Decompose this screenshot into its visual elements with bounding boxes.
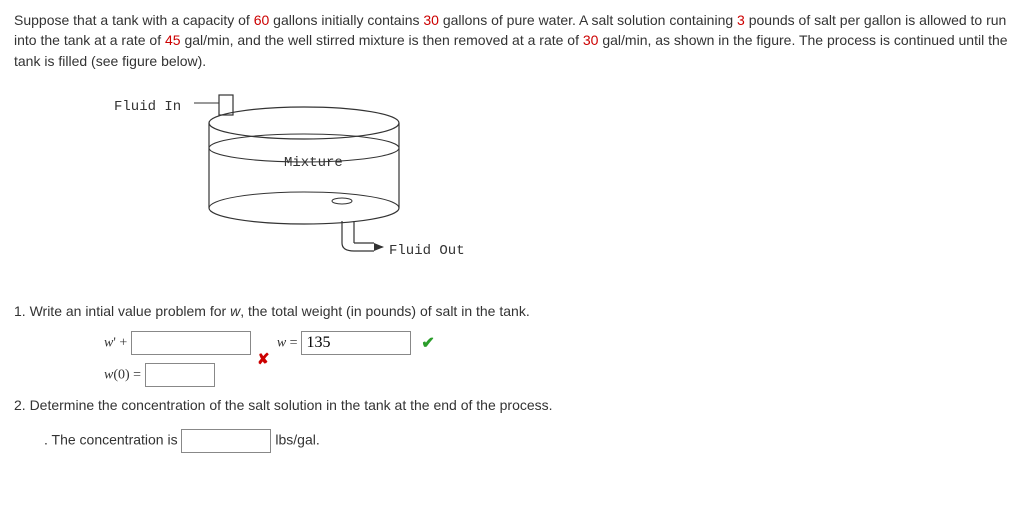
q1-input-rhs[interactable]	[301, 331, 411, 355]
label-fluid-out: Fluid Out	[389, 241, 465, 261]
value-salt-per-gal: 3	[737, 12, 745, 28]
q1-input-coeff[interactable]	[131, 331, 251, 355]
label-fluid-in: Fluid In	[114, 97, 181, 117]
q1-ic-line: w(0) =	[104, 363, 1010, 387]
q1-ic-tail: (0) =	[113, 368, 141, 383]
q1-input-ic[interactable]	[145, 363, 215, 387]
value-capacity: 60	[254, 12, 270, 28]
q1-equation-line: w' + ✘ w = ✔	[104, 331, 1010, 355]
text-part-0: Suppose that a tank with a capacity of	[14, 12, 254, 28]
q2-prefix: . The concentration is	[44, 432, 181, 448]
q1-lhs-var: w	[104, 336, 113, 351]
q1-heading-var: w	[230, 303, 240, 319]
label-mixture: Mixture	[284, 153, 343, 173]
q2-answer-line: . The concentration is lbs/gal.	[44, 429, 1010, 453]
q1-heading-text: 1. Write an intial value problem for	[14, 303, 230, 319]
text-part-4: gal/min, and the well stirred mixture is…	[181, 32, 583, 48]
q1-lhs-prime: ' +	[113, 336, 127, 351]
value-rate-in: 45	[165, 32, 181, 48]
text-part-2: gallons of pure water. A salt solution c…	[439, 12, 737, 28]
q2-unit: lbs/gal.	[275, 432, 319, 448]
q2-heading: 2. Determine the concentration of the sa…	[14, 395, 1010, 415]
q1-ic-var: w	[104, 368, 113, 383]
q1-heading-tail: , the total weight (in pounds) of salt i…	[240, 303, 530, 319]
problem-statement: Suppose that a tank with a capacity of 6…	[14, 10, 1010, 71]
q1-eq-tail: =	[286, 336, 297, 351]
wrong-mark-icon: ✘	[257, 349, 270, 371]
q1-heading: 1. Write an intial value problem for w, …	[14, 301, 1010, 321]
value-rate-out: 30	[583, 32, 599, 48]
q1-eq-var: w	[277, 336, 286, 351]
text-part-1: gallons initially contains	[269, 12, 423, 28]
tank-figure: Fluid In Mixture Fluid Out	[114, 93, 554, 273]
value-initial: 30	[423, 12, 439, 28]
check-mark-icon: ✔	[421, 335, 434, 352]
q2-input-concentration[interactable]	[181, 429, 271, 453]
